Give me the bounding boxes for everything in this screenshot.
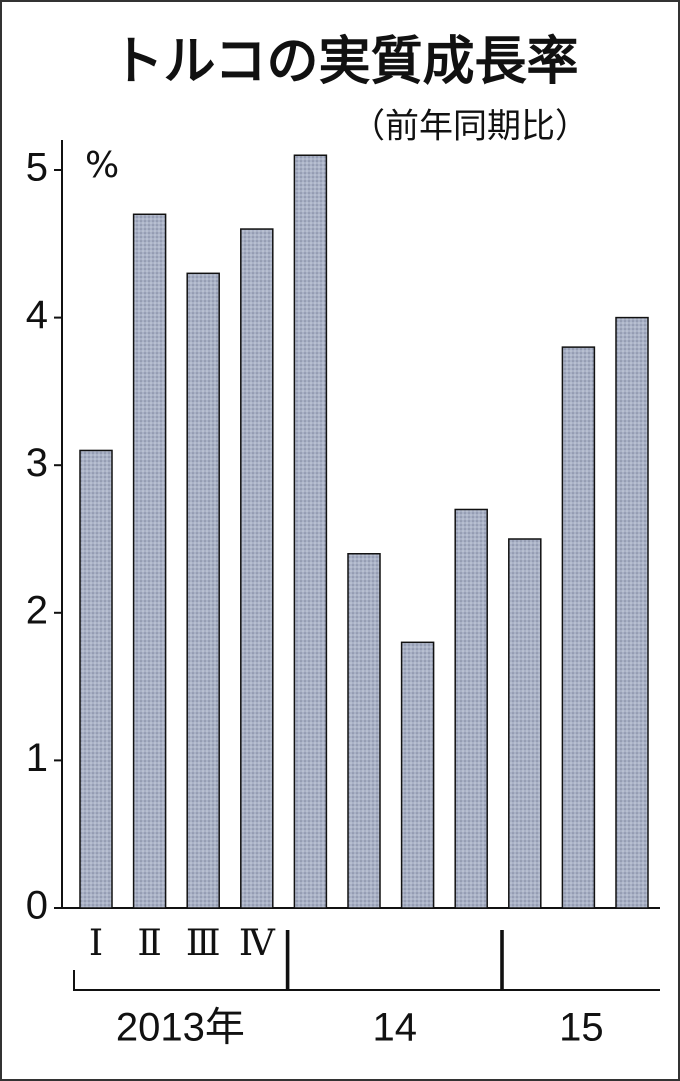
chart-title: トルコの実質成長率 — [112, 32, 579, 92]
bar — [454, 508, 488, 909]
group-label: 15 — [559, 1006, 604, 1050]
bar — [240, 228, 274, 909]
chart-subtitle: （前年同期比） — [351, 107, 589, 147]
y-tick-label: 3 — [26, 441, 48, 485]
bar — [293, 154, 328, 909]
bar — [347, 553, 381, 909]
group-label: 14 — [373, 1006, 418, 1050]
y-tick-label: 1 — [26, 736, 48, 780]
x-tick-label: Ⅰ — [89, 923, 103, 964]
bar — [615, 316, 649, 909]
x-tick-label: Ⅱ — [137, 923, 161, 964]
group-label: 2013年 — [116, 1006, 245, 1050]
bar — [561, 346, 596, 909]
bar — [79, 449, 113, 909]
y-tick-label: 0 — [26, 884, 48, 928]
unit-label: % — [85, 145, 119, 186]
bar — [186, 272, 220, 909]
bar — [132, 213, 167, 909]
y-tick-label: 5 — [26, 146, 48, 190]
group-bracket — [501, 930, 660, 991]
x-tick-label: Ⅲ — [186, 923, 221, 964]
y-tick-label: 4 — [26, 293, 48, 337]
bar — [508, 538, 542, 909]
group-bracket — [73, 930, 288, 991]
group-bracket — [287, 930, 503, 991]
x-tick-label: Ⅳ — [239, 923, 276, 964]
bar — [400, 641, 435, 909]
y-tick-label: 2 — [26, 588, 48, 632]
